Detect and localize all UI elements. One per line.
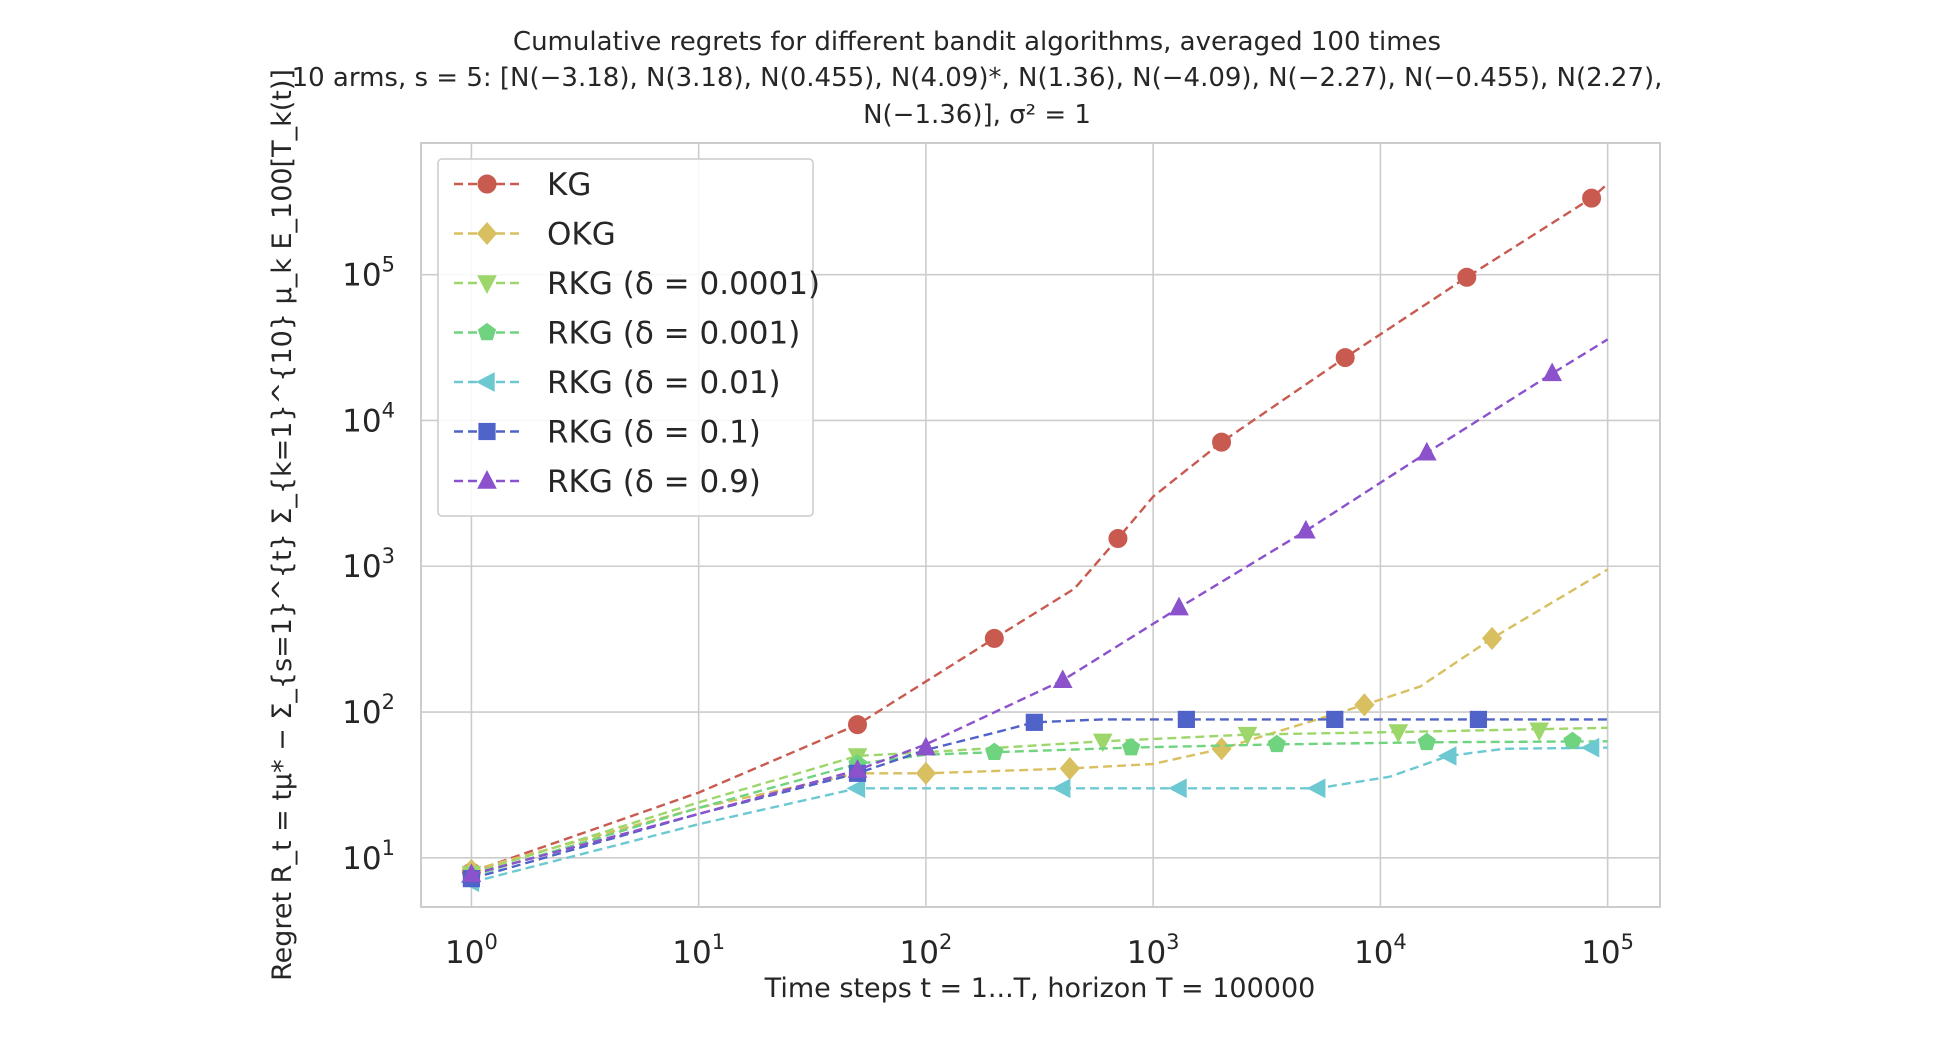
data-point: [1416, 441, 1437, 461]
y-tick-label: 103: [342, 544, 395, 585]
x-tick-label: 105: [1581, 930, 1634, 971]
data-point: [846, 778, 866, 799]
chart-title: Cumulative regrets for different bandit …: [513, 27, 1441, 57]
data-point: [1051, 778, 1071, 799]
tick-labels: 100 101 102 103 104 105 101 102 103 104 105: [342, 253, 1634, 971]
legend-item: RKG (δ = 0.01): [454, 365, 781, 401]
data-point: [1457, 267, 1477, 287]
legend-marker: [476, 372, 495, 392]
legend-item: KG: [454, 167, 591, 203]
data-point: [915, 761, 937, 785]
data-point: [1388, 724, 1409, 743]
legend-box: [437, 158, 814, 517]
x-tick-label: 102: [899, 930, 952, 971]
data-point: [847, 715, 867, 735]
data-point: [1563, 731, 1582, 750]
legend-label: OKG: [547, 217, 616, 253]
data-point: [1417, 732, 1436, 751]
legend-label: RKG (δ = 0.001): [547, 316, 800, 352]
data-point: [1237, 726, 1258, 746]
series-1: [461, 568, 1609, 882]
data-point: [1481, 626, 1503, 650]
legend-item: RKG (δ = 0.1): [454, 415, 761, 451]
y-tick-label: 105: [342, 253, 395, 294]
data-point: [1168, 778, 1187, 799]
data-point: [1529, 722, 1550, 742]
x-axis-label: Time steps t = 1...T, horizon T = 100000: [764, 973, 1316, 1004]
legend-label: RKG (δ = 0.9): [547, 464, 761, 500]
legend-item: RKG (δ = 0.001): [454, 316, 800, 352]
data-point: [461, 863, 482, 883]
legend: KG OKG RKG (δ = 0.0001) RKG (δ = 0.001) RKG …: [437, 158, 820, 517]
data-point: [1354, 693, 1375, 717]
legend-marker: [477, 470, 497, 489]
y-tick-label: 101: [342, 836, 395, 877]
chart-subtitle-line2: N(−1.36)], σ² = 1: [863, 100, 1091, 130]
legend-label: RKG (δ = 0.1): [547, 415, 761, 451]
data-point: [1437, 746, 1457, 766]
series-6: [461, 338, 1609, 883]
legend-label: RKG (δ = 0.01): [547, 365, 781, 401]
legend-marker: [477, 322, 497, 341]
x-tick-label: 104: [1354, 930, 1407, 971]
data-point: [1326, 710, 1344, 729]
legend-label: KG: [547, 167, 591, 203]
data-point: [1267, 734, 1286, 753]
data-point: [1335, 348, 1355, 368]
data-point: [1025, 713, 1043, 731]
chart-subtitle-line1: 10 arms, s = 5: [N(−3.18), N(3.18), N(0.…: [292, 63, 1663, 93]
y-axis-label: Regret R_t = tμ* − Σ_{s=1}^{t} Σ_{k=1}^{…: [267, 69, 298, 981]
data-point: [1108, 528, 1128, 548]
legend-marker: [478, 422, 496, 441]
y-tick-label: 102: [342, 690, 395, 731]
data-point: [1092, 733, 1113, 753]
x-tick-label: 101: [672, 930, 725, 971]
series-line: [471, 718, 1608, 880]
series-line: [471, 182, 1609, 874]
legend-marker: [477, 275, 497, 294]
legend-item: OKG: [454, 217, 616, 253]
data-point: [1542, 362, 1562, 382]
legend-item: RKG (δ = 0.9): [454, 464, 761, 500]
data-point: [847, 759, 868, 778]
data-point: [1121, 738, 1141, 756]
series-line: [471, 726, 1608, 875]
data-point: [1306, 778, 1326, 799]
data-point: [1052, 669, 1073, 689]
series-4: [460, 737, 1608, 893]
data-point: [1582, 188, 1602, 208]
legend-marker: [477, 174, 497, 194]
x-tick-label: 103: [1127, 930, 1180, 971]
data-point: [1177, 710, 1195, 729]
data-point: [984, 628, 1004, 648]
series-line: [471, 338, 1609, 876]
legend-label: RKG (δ = 0.0001): [547, 266, 820, 302]
x-tick-label: 100: [445, 930, 498, 971]
data-point: [1580, 737, 1600, 758]
data-point: [1212, 432, 1232, 452]
series-line: [471, 568, 1609, 872]
data-point: [916, 736, 936, 756]
data-point: [1296, 519, 1316, 539]
series-group: [460, 182, 1609, 893]
legend-item: RKG (δ = 0.0001): [454, 266, 820, 302]
y-tick-label: 104: [342, 398, 395, 439]
legend-marker: [476, 221, 498, 246]
data-point: [985, 742, 1004, 761]
data-point: [1469, 710, 1488, 729]
data-point: [1169, 596, 1189, 616]
